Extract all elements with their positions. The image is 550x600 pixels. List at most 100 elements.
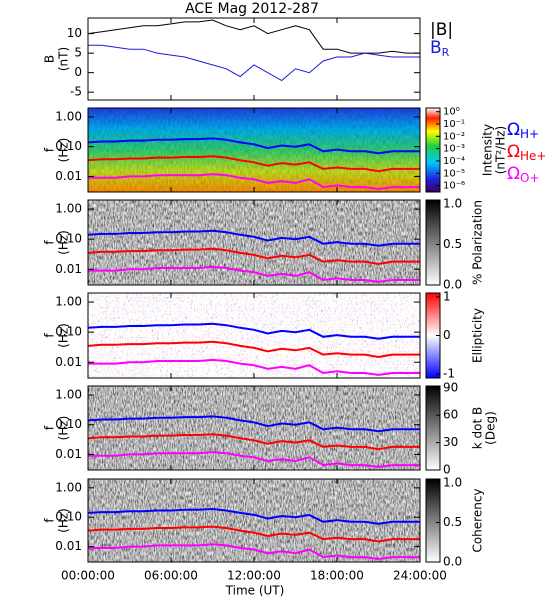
y-axis-label: (Hz) — [57, 230, 71, 255]
y-tick-label: 0.10 — [55, 139, 82, 153]
chart-title: ACE Mag 2012-287 — [185, 1, 319, 17]
colorbar-label: (Deg) — [484, 411, 498, 445]
legend-entry: |B| — [430, 20, 453, 40]
colorbar-tick-label: 10⁻⁶ — [443, 181, 465, 192]
colorbar-tick-label: 0.0 — [443, 555, 462, 569]
colorbar-tick-label: 1.0 — [443, 475, 462, 489]
legend-entry: BR — [430, 38, 450, 59]
plot-frame — [87, 17, 421, 101]
y-axis-label: f — [43, 240, 57, 245]
colorbar-label: % Polarization — [471, 200, 485, 285]
legend-text: Ω — [507, 142, 520, 162]
y-tick-label: 10 — [67, 26, 82, 40]
legend-text: |B| — [430, 20, 453, 40]
series-line — [87, 433, 420, 451]
spectrogram — [88, 479, 420, 562]
legend-subscript: O+ — [520, 171, 540, 185]
x-axis-label: Time (UT) — [225, 584, 285, 598]
y-tick-label: 0.10 — [55, 417, 82, 431]
colorbar — [425, 199, 441, 286]
legend-text: Ω — [507, 164, 520, 184]
spectrogram — [88, 386, 420, 470]
legend-entry: ΩH+ — [507, 120, 539, 141]
series-line — [87, 247, 420, 266]
x-tick-label: 00:00:00 — [61, 569, 115, 583]
colorbar — [425, 478, 441, 563]
plot-frame — [87, 107, 421, 193]
y-tick-label: 0.10 — [55, 232, 82, 246]
y-axis-label: (Hz) — [57, 416, 71, 441]
y-axis-label: (Hz) — [57, 323, 71, 348]
colorbar-label: Coherency — [471, 488, 485, 552]
colorbar-tick-label: 1.0 — [443, 197, 462, 211]
y-tick-label: 1.00 — [55, 387, 82, 401]
spectrogram — [88, 293, 420, 378]
colorbar-label: Intensity — [481, 124, 495, 176]
spectrogram-texture — [88, 108, 420, 192]
y-axis-label: (Hz) — [57, 508, 71, 533]
colorbar-tick-label: 60 — [443, 408, 458, 422]
legend-subscript: R — [442, 46, 450, 59]
y-tick-label: 1.00 — [55, 109, 82, 123]
y-tick-label: 1.00 — [55, 295, 82, 309]
y-tick-label: 1.00 — [55, 480, 82, 494]
y-tick-label: 0.01 — [55, 447, 82, 461]
legend-text: B — [430, 38, 442, 58]
legend-subscript: H+ — [520, 127, 539, 141]
y-axis-label: f — [43, 147, 57, 152]
colorbar-tick-label: -1 — [443, 367, 455, 381]
colorbar-tick-label: 10⁻¹ — [443, 119, 465, 130]
series-line — [87, 229, 420, 247]
y-tick-label: 1.00 — [55, 202, 82, 216]
series-line — [88, 265, 420, 283]
colorbar-tick-label: 0 — [443, 328, 451, 342]
y-axis-label: B — [43, 55, 57, 63]
series-line — [87, 507, 420, 525]
y-tick-label: 5 — [74, 46, 82, 60]
series-line — [88, 44, 420, 82]
y-tick-label: 0.10 — [55, 510, 82, 524]
legend-entry: ΩHe+ — [507, 142, 546, 163]
legend-entry: ΩO+ — [507, 164, 540, 185]
y-tick-label: 0.01 — [55, 539, 82, 553]
series-line — [87, 415, 420, 433]
colorbar-tick-label: 10⁰ — [443, 107, 460, 118]
x-tick-label: 06:00:00 — [144, 569, 198, 583]
y-tick-label: 0 — [74, 65, 82, 79]
colorbar-tick-label: 30 — [443, 435, 458, 449]
y-tick-label: 0.01 — [55, 169, 82, 183]
series-line — [87, 322, 420, 340]
colorbar-tick-label: 10⁻⁵ — [443, 168, 465, 179]
series-line — [88, 358, 420, 376]
y-axis-label: f — [43, 425, 57, 430]
legend-subscript: He+ — [520, 149, 546, 163]
colorbar-tick-label: 1 — [443, 289, 451, 303]
colorbar-tick-label: 0 — [443, 463, 451, 477]
y-tick-label: 0.01 — [55, 355, 82, 369]
colorbar-label: Ellipticity — [471, 308, 485, 363]
legend-text: Ω — [507, 120, 520, 140]
series-line — [88, 173, 420, 190]
series-line — [87, 155, 420, 173]
y-tick-label: 0.01 — [55, 262, 82, 276]
colorbar-label: (nT²/Hz) — [494, 126, 508, 174]
x-tick-label: 18:00:00 — [310, 569, 364, 583]
colorbar-tick-label: 10⁻⁴ — [443, 156, 465, 167]
series-line — [88, 543, 420, 561]
colorbar — [425, 107, 441, 193]
plot-frame — [87, 478, 421, 563]
series-line — [87, 525, 420, 543]
plot-frame — [87, 385, 421, 471]
colorbar-tick-label: 0.5 — [443, 515, 462, 529]
y-axis-label: f — [43, 518, 57, 523]
y-tick-label: -5 — [70, 85, 82, 99]
series-line — [87, 137, 420, 155]
plot-frame — [87, 292, 421, 379]
series-line — [87, 19, 420, 54]
colorbar-label: k dot B — [471, 407, 485, 449]
y-tick-label: 0.10 — [55, 325, 82, 339]
colorbar-tick-label: 90 — [443, 380, 458, 394]
plot-frame — [87, 199, 421, 286]
colorbar-tick-label: 0.0 — [443, 278, 462, 292]
